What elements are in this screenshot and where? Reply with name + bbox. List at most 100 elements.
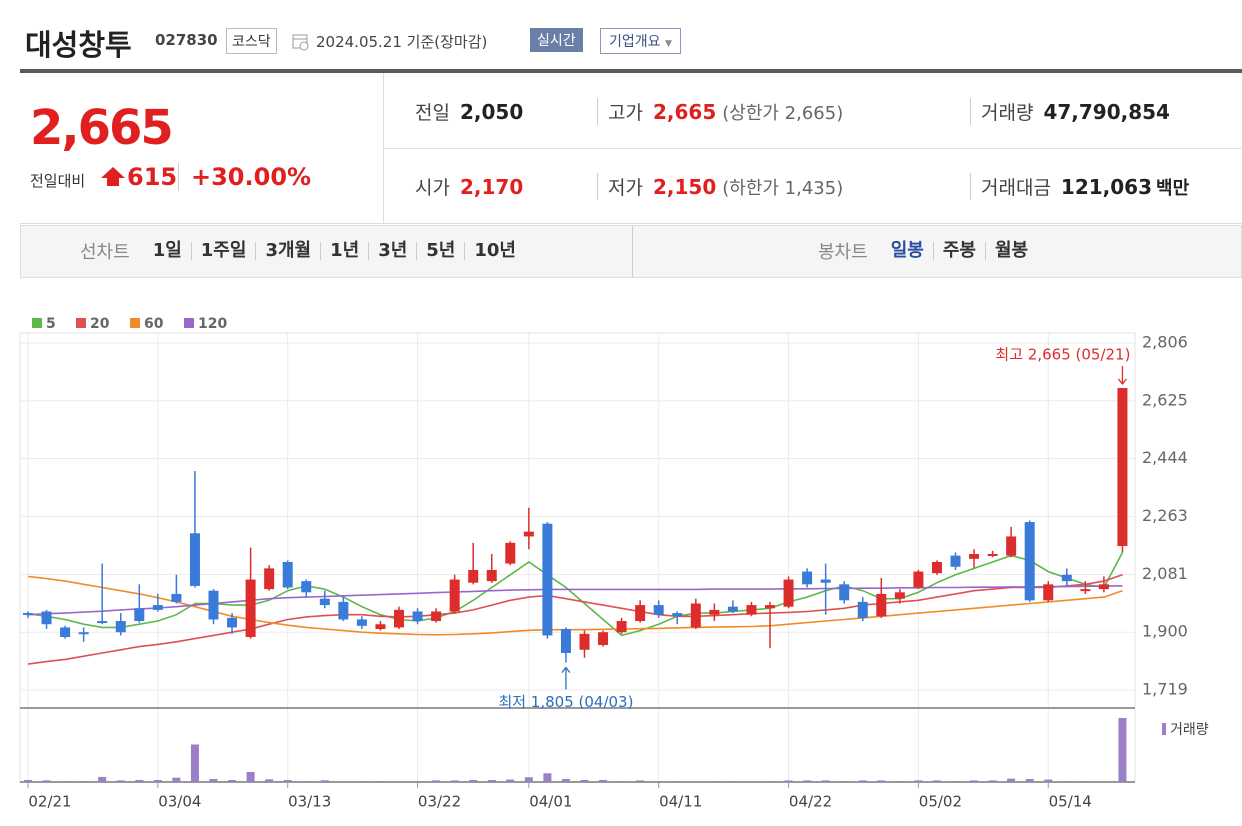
period-button[interactable]: 3년 — [368, 242, 416, 260]
summary-label: 저가 — [608, 177, 643, 199]
summary-value: 47,790,854 — [1043, 100, 1170, 124]
volume-bar — [1025, 779, 1034, 782]
summary-item: 거래량 47,790,854 — [970, 98, 1170, 125]
company-label: 기업개요 — [609, 34, 661, 50]
volume-bar — [858, 780, 867, 782]
candle-body — [523, 531, 534, 537]
line-label: 선차트 — [80, 242, 130, 263]
legend-label: 60 — [144, 316, 164, 332]
line-selector: 선차트 1일 1주일 3개월 1년 3년 5년 10년 — [80, 238, 525, 264]
summary-value: 2,050 — [459, 100, 524, 124]
volume-bar — [784, 780, 793, 782]
summary-value: 2,665 — [652, 100, 717, 124]
candle-body — [486, 569, 497, 582]
volume-legend-label: 거래량 — [1170, 722, 1209, 738]
period-button[interactable]: 5년 — [416, 242, 464, 260]
candle-body — [765, 605, 775, 609]
summary-item: 고가 2,665 (상한가 2,665) — [597, 98, 843, 125]
candle-body — [1061, 574, 1072, 582]
period-button[interactable]: 10년 — [464, 242, 525, 260]
candle-body — [505, 542, 516, 564]
volume-bar — [914, 780, 923, 782]
stock-name: 대성창투 — [25, 28, 132, 62]
candle-body — [338, 601, 349, 620]
ma-line — [27, 574, 1123, 665]
price: 2,665 — [30, 100, 174, 156]
summary-item: 저가 2,150 (하한가 1,435) — [597, 173, 843, 200]
x-tick-label: 02/21 — [28, 793, 71, 811]
legend-label: 20 — [90, 316, 110, 332]
candle-body — [97, 621, 108, 624]
market-badge: 코스닥 — [226, 28, 277, 54]
candle-button[interactable]: 일봉 — [890, 240, 924, 261]
volume-bar — [543, 773, 552, 782]
volume-bar — [265, 779, 274, 782]
volume-bar — [1118, 718, 1127, 782]
volume-bar — [246, 771, 255, 782]
candle-body — [560, 629, 571, 653]
candle-body — [672, 613, 683, 617]
legend-label: 5 — [46, 316, 56, 332]
x-tick-label: 04/01 — [529, 793, 572, 811]
y-tick-label: 2,625 — [1142, 390, 1188, 409]
candle-body — [412, 611, 423, 622]
summary-item: 전일 2,050 — [405, 98, 523, 125]
volume-bar — [988, 780, 997, 782]
summary-value: 121,063 — [1060, 175, 1153, 199]
legend-swatch — [130, 318, 140, 328]
summary-label: 거래량 — [981, 102, 1034, 124]
candle-body — [227, 617, 238, 628]
candle-body — [152, 605, 163, 610]
quote-box — [20, 73, 384, 224]
candle-body — [1117, 388, 1128, 547]
volume-bar — [283, 779, 292, 782]
min-arrow — [561, 666, 571, 690]
period-button[interactable]: 1년 — [320, 242, 368, 260]
period-button[interactable]: 3개월 — [255, 242, 320, 260]
summary-item: 거래대금 121,063 백만 — [970, 173, 1189, 200]
volume-bar — [153, 779, 162, 782]
volume-bar — [487, 779, 496, 782]
candle-body — [746, 605, 757, 615]
legend-label: 120 — [198, 316, 227, 332]
candle-body — [1043, 584, 1054, 601]
x-tick-label: 03/22 — [418, 793, 461, 811]
candle-body — [913, 571, 924, 588]
volume-bar — [524, 777, 533, 782]
period-button[interactable]: 1주일 — [190, 242, 256, 260]
volume-bar — [24, 779, 32, 782]
candle-body — [653, 605, 664, 615]
legend-swatch — [32, 318, 42, 328]
company-button[interactable]: 기업개요 ▼ — [600, 28, 681, 54]
realtime-button[interactable]: 실시간 — [530, 28, 583, 52]
max-arrow — [1117, 366, 1127, 386]
summary-label: 고가 — [608, 102, 643, 124]
candle-button[interactable]: 주봉 — [932, 242, 985, 260]
candle-selector: 봉차트 일봉 주봉 월봉 — [818, 238, 1037, 264]
volume-bar — [172, 777, 181, 782]
summary-label: 시가 — [415, 177, 450, 199]
candle-button[interactable]: 월봉 — [984, 242, 1037, 260]
candle-body — [431, 611, 442, 622]
candle-body — [1006, 536, 1017, 556]
selector-divider — [632, 226, 633, 277]
y-tick-label: 2,444 — [1142, 448, 1188, 467]
divider — [20, 69, 1242, 73]
candle-body — [41, 611, 52, 625]
volume-bar — [209, 779, 218, 782]
candle-body — [616, 621, 627, 633]
summary-box — [384, 73, 1242, 224]
legend-swatch — [76, 318, 86, 328]
chart: 2,806 2,625 2,444 2,263 2,081 1,900 1,719 02/21… — [19, 316, 1209, 811]
candle-body — [579, 633, 590, 650]
candle-body — [820, 579, 831, 583]
volume-bar — [320, 780, 329, 782]
summary-unit: 백만 — [1156, 178, 1190, 199]
volume-bar — [1007, 778, 1016, 782]
volume-bar — [432, 780, 441, 782]
candle-body — [969, 554, 980, 559]
volume-bar — [970, 780, 979, 782]
period-button[interactable]: 1일 — [152, 240, 182, 261]
candle-body — [783, 579, 794, 607]
candle-body — [394, 609, 404, 628]
